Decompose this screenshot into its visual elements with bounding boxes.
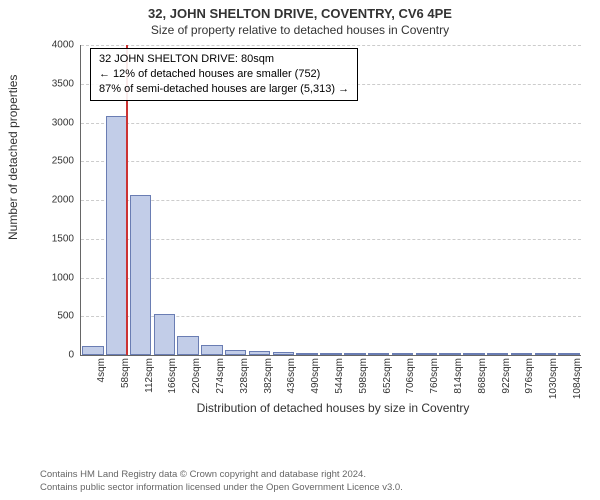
x-tick-label: 112sqm [144,358,155,408]
info-line-2: ← 12% of detached houses are smaller (75… [99,67,349,82]
footer-line-2: Contains public sector information licen… [40,482,403,494]
gridline [81,278,581,279]
bar [249,351,270,355]
y-tick-label: 3500 [34,78,74,89]
y-tick-label: 3000 [34,117,74,128]
x-tick-label: 382sqm [263,358,274,408]
x-tick-label: 166sqm [167,358,178,408]
bar [487,353,508,355]
bar [154,314,175,355]
bar [177,336,198,355]
gridline [81,200,581,201]
info-line-3: 87% of semi-detached houses are larger (… [99,82,349,97]
x-tick-label: 652sqm [382,358,393,408]
y-tick-label: 0 [34,350,74,361]
x-tick-label: 58sqm [120,358,131,408]
info-box: 32 JOHN SHELTON DRIVE: 80sqm ← 12% of de… [90,48,358,101]
y-tick-label: 1500 [34,233,74,244]
bar [511,353,532,355]
x-tick-label: 436sqm [286,358,297,408]
title-sub: Size of property relative to detached ho… [0,21,600,37]
bar [439,353,460,355]
gridline [81,45,581,46]
bar [463,353,484,355]
x-tick-label: 706sqm [405,358,416,408]
x-tick-label: 274sqm [215,358,226,408]
x-tick-label: 760sqm [429,358,440,408]
y-tick-label: 2500 [34,156,74,167]
bar [82,346,103,355]
x-tick-label: 220sqm [191,358,202,408]
x-tick-label: 490sqm [310,358,321,408]
bar [392,353,413,355]
y-tick-label: 500 [34,311,74,322]
y-tick-label: 4000 [34,40,74,51]
footer: Contains HM Land Registry data © Crown c… [40,469,403,494]
gridline [81,239,581,240]
x-tick-label: 1084sqm [572,358,583,408]
bar [296,353,317,355]
bar [130,195,151,355]
page: 32, JOHN SHELTON DRIVE, COVENTRY, CV6 4P… [0,0,600,500]
y-axis-label: Number of detached properties [6,75,20,240]
bar [416,353,437,355]
y-tick-label: 2000 [34,195,74,206]
x-tick-label: 598sqm [358,358,369,408]
bar [225,350,246,355]
x-tick-label: 868sqm [477,358,488,408]
x-tick-label: 1030sqm [548,358,559,408]
bar [106,116,127,355]
x-tick-label: 976sqm [524,358,535,408]
y-tick-label: 1000 [34,272,74,283]
bar [368,353,389,355]
gridline [81,123,581,124]
bar [535,353,556,355]
x-tick-label: 922sqm [501,358,512,408]
bar [344,353,365,355]
bar [558,353,579,355]
x-tick-label: 544sqm [334,358,345,408]
x-tick-label: 328sqm [239,358,250,408]
x-tick-label: 814sqm [453,358,464,408]
bar [201,345,222,355]
x-tick-label: 4sqm [96,358,107,408]
footer-line-1: Contains HM Land Registry data © Crown c… [40,469,403,481]
bar [273,352,294,355]
title-main: 32, JOHN SHELTON DRIVE, COVENTRY, CV6 4P… [0,0,600,21]
bar [320,353,341,355]
info-line-1: 32 JOHN SHELTON DRIVE: 80sqm [99,52,349,67]
gridline [81,161,581,162]
